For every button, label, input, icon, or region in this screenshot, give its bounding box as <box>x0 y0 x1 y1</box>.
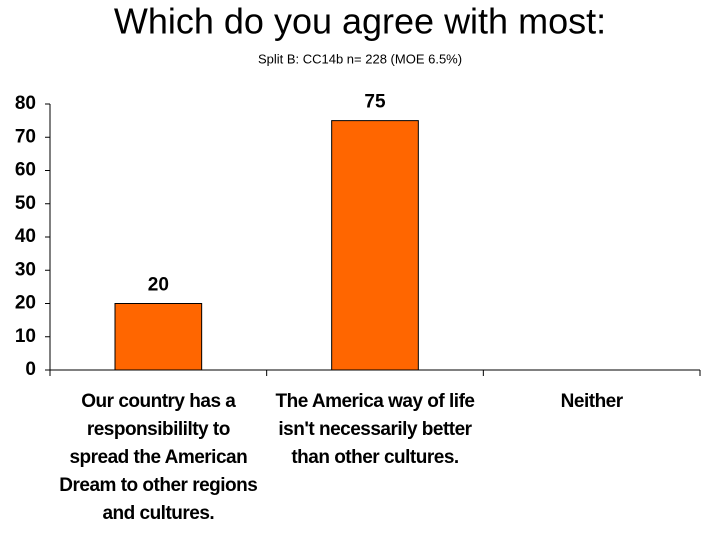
bar <box>114 303 203 371</box>
y-tick-label: 40 <box>15 226 36 247</box>
y-tick-label: 20 <box>15 293 36 314</box>
x-tick-label: The America way of life isn't necessaril… <box>275 391 475 468</box>
y-tick-label: 70 <box>15 126 36 147</box>
chart-subtitle: Split B: CC14b n= 228 (MOE 6.5%) <box>258 51 462 66</box>
y-tick-label: 10 <box>15 326 36 347</box>
data-label: 20 <box>148 275 169 296</box>
x-tick-label: Our country has a responsibililty to spr… <box>59 391 258 524</box>
bar <box>331 120 419 371</box>
y-tick-label: 50 <box>15 193 36 214</box>
y-tick-label: 80 <box>15 93 36 114</box>
y-tick-label: 30 <box>15 259 36 280</box>
chart-title: Which do you agree with most: <box>114 1 606 42</box>
y-tick-label: 0 <box>25 359 36 380</box>
x-tick-label: Neither <box>560 391 623 412</box>
y-tick-label: 60 <box>15 160 36 181</box>
data-label: 75 <box>364 92 386 113</box>
